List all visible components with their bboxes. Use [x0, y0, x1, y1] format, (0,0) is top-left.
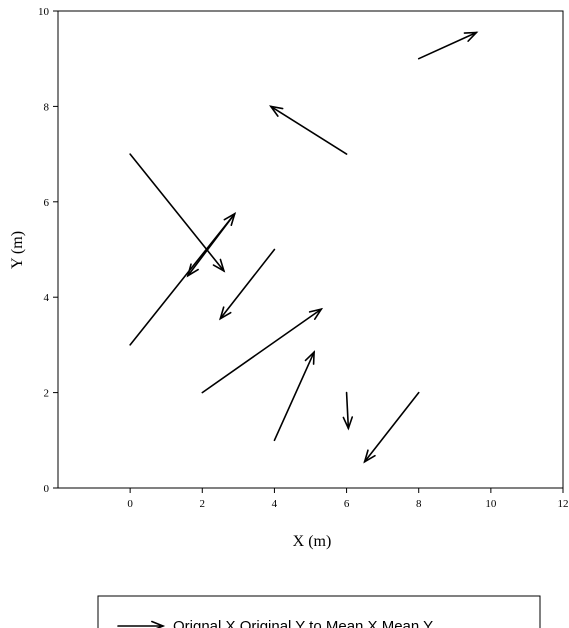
arrow-shaft — [363, 391, 420, 463]
arrow-shaft — [129, 153, 225, 272]
arrow-head — [308, 307, 324, 320]
arrow-head — [151, 620, 166, 628]
data-arrow — [129, 153, 226, 273]
arrow-shaft — [345, 391, 350, 430]
x-tick-label: 6 — [344, 498, 350, 510]
data-arrow — [273, 350, 315, 442]
arrow-head — [363, 449, 376, 464]
legend-label: Orignal X,Original Y to Mean X,Mean Y — [173, 618, 433, 628]
arrow-series — [129, 31, 479, 464]
arrow-head — [342, 416, 354, 431]
x-axis: 0 2 4 6 8 10 12 — [127, 488, 569, 510]
x-tick-label: 0 — [127, 498, 133, 510]
arrow-head — [268, 105, 284, 117]
arrow-shaft — [187, 212, 236, 277]
arrow-head — [304, 350, 315, 365]
y-tick-label: 0 — [44, 483, 50, 495]
data-arrow — [342, 391, 354, 431]
y-tick-label: 2 — [44, 388, 50, 400]
arrow-head — [218, 306, 232, 321]
y-tick-label: 4 — [44, 292, 50, 304]
legend-arrow-mark — [117, 620, 166, 628]
legend-arrow-icon — [117, 620, 166, 628]
x-tick-label: 10 — [485, 498, 497, 510]
arrow-head — [463, 31, 479, 42]
arrow-shaft — [273, 351, 315, 442]
data-arrow — [201, 307, 324, 394]
y-tick-label: 6 — [44, 197, 50, 209]
arrow-shaft — [201, 308, 323, 394]
y-tick-label: 8 — [44, 101, 50, 113]
arrow-shaft — [219, 248, 276, 320]
plot-area — [57, 10, 564, 489]
x-tick-label: 12 — [558, 498, 569, 510]
x-tick-label: 4 — [272, 498, 278, 510]
data-arrow — [417, 31, 479, 60]
x-tick-label: 2 — [200, 498, 206, 510]
x-axis-title: X (m) — [293, 533, 332, 550]
y-tick-label: 10 — [38, 6, 50, 18]
data-arrow — [218, 248, 276, 321]
data-arrow — [363, 391, 420, 464]
y-axis-title: Y (m) — [9, 231, 26, 269]
legend-box — [97, 595, 541, 628]
x-tick-label: 8 — [416, 498, 422, 510]
plot-frame — [57, 10, 564, 489]
legend: Orignal X,Original Y to Mean X,Mean Y — [97, 595, 541, 628]
arrow-head — [212, 258, 226, 273]
data-arrow — [186, 212, 236, 278]
arrow-head — [186, 263, 199, 278]
arrow-shaft — [270, 105, 348, 155]
y-axis: 0 2 4 6 8 10 — [38, 6, 58, 495]
arrow-shaft — [417, 31, 478, 60]
data-arrow — [268, 105, 348, 155]
